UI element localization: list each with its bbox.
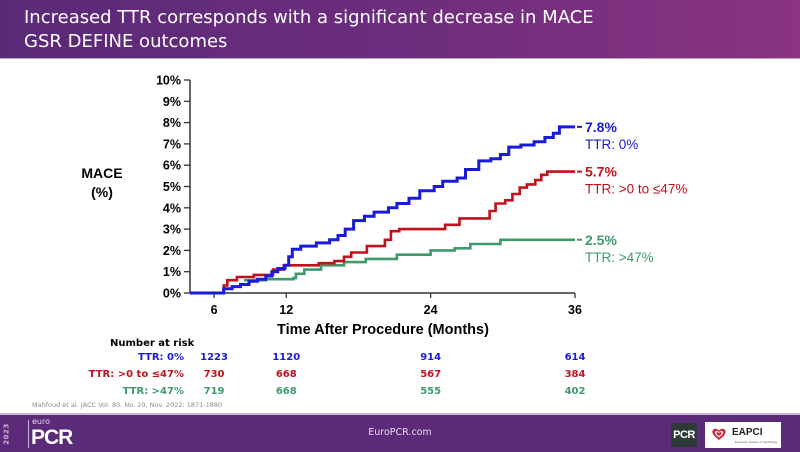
eapci-subtitle: European Society of Cardiology: [735, 440, 778, 444]
risk-row-label: TTR: 0%: [137, 352, 184, 363]
heart-icon: [712, 428, 726, 440]
x-axis-ticks: 6 12 24 36: [211, 293, 582, 317]
eapci-logo: EAPCI European Society of Cardiology: [705, 422, 781, 448]
series-group: [190, 125, 575, 295]
logo-euro-text: euro: [32, 417, 50, 426]
y-tick-label: 6%: [163, 159, 181, 173]
y-tick-label: 10%: [156, 74, 181, 88]
y-axis-label-line2: (%): [91, 184, 113, 200]
y-tick-label: 3%: [163, 223, 181, 237]
risk-value: 614: [564, 352, 586, 363]
risk-value: 668: [275, 386, 297, 397]
end-series-name: TTR: >47%: [585, 250, 654, 265]
series-line-blue: [190, 125, 575, 295]
y-tick-label: 0%: [163, 287, 181, 301]
risk-value: 555: [420, 386, 442, 397]
risk-value: 1120: [272, 352, 301, 363]
slide-title: Increased TTR corresponds with a signifi…: [24, 7, 594, 28]
x-tick-label: 12: [279, 303, 293, 317]
y-tick-label: 5%: [163, 180, 181, 194]
europcr-logo: PCR: [31, 426, 73, 449]
end-value-label: 5.7%: [585, 164, 617, 180]
risk-value: 384: [564, 369, 586, 380]
end-series-name: TTR: >0 to ≤47%: [585, 182, 687, 197]
y-tick-label: 7%: [163, 137, 181, 151]
logo-separator: [28, 420, 29, 448]
risk-value: 402: [564, 386, 586, 397]
km-chart: MACE (%) 0% 1% 2% 3% 4% 5% 6% 7% 8% 9% 10% 6 12 24 36…: [81, 74, 687, 339]
y-tick-label: 9%: [163, 95, 181, 109]
risk-value: 730: [203, 369, 225, 380]
risk-value: 668: [275, 369, 297, 380]
y-tick-label: 8%: [163, 116, 181, 130]
end-value-label: 2.5%: [585, 232, 617, 248]
risk-value: 719: [203, 386, 225, 397]
y-tick-label: 4%: [163, 201, 181, 215]
y-tick-label: 1%: [163, 265, 181, 279]
end-value-label: 7.8%: [585, 119, 617, 135]
risk-value: 567: [420, 369, 442, 380]
x-tick-label: 24: [424, 303, 438, 317]
series-line-red: [221, 170, 575, 295]
x-axis-label: Time After Procedure (Months): [277, 322, 489, 338]
x-tick-label: 36: [568, 303, 582, 317]
citation: Mahfoud et al. JACC Vol. 80, No. 20, Nov…: [32, 401, 223, 409]
y-axis-label-line1: MACE: [81, 165, 122, 181]
pcr-logo: PCR: [671, 423, 697, 447]
risk-row-label: TTR: >0 to ≤47%: [88, 369, 184, 380]
end-labels: 7.8% TTR: 0% 5.7% TTR: >0 to ≤47% 2.5% TTR: >…: [577, 119, 687, 265]
y-tick-label: 2%: [163, 244, 181, 258]
footer-website: EuroPCR.com: [368, 427, 432, 438]
risk-value: 914: [420, 352, 442, 363]
slide-header: Increased TTR corresponds with a signifi…: [0, 0, 800, 59]
y-axis-ticks: 0% 1% 2% 3% 4% 5% 6% 7% 8% 9% 10%: [156, 74, 190, 301]
number-at-risk-title: Number at risk: [110, 338, 195, 349]
slide-footer: 2023 euro PCR EuroPCR.com PCR EAPCI Euro…: [0, 413, 800, 452]
slide-subtitle: GSR DEFINE outcomes: [24, 31, 228, 52]
x-tick-label: 6: [211, 303, 218, 317]
end-series-name: TTR: 0%: [585, 137, 638, 152]
risk-row-label: TTR: >47%: [122, 386, 184, 397]
series-line-green: [244, 238, 575, 282]
risk-value: 1223: [200, 352, 228, 363]
eapci-name: EAPCI: [732, 427, 763, 438]
